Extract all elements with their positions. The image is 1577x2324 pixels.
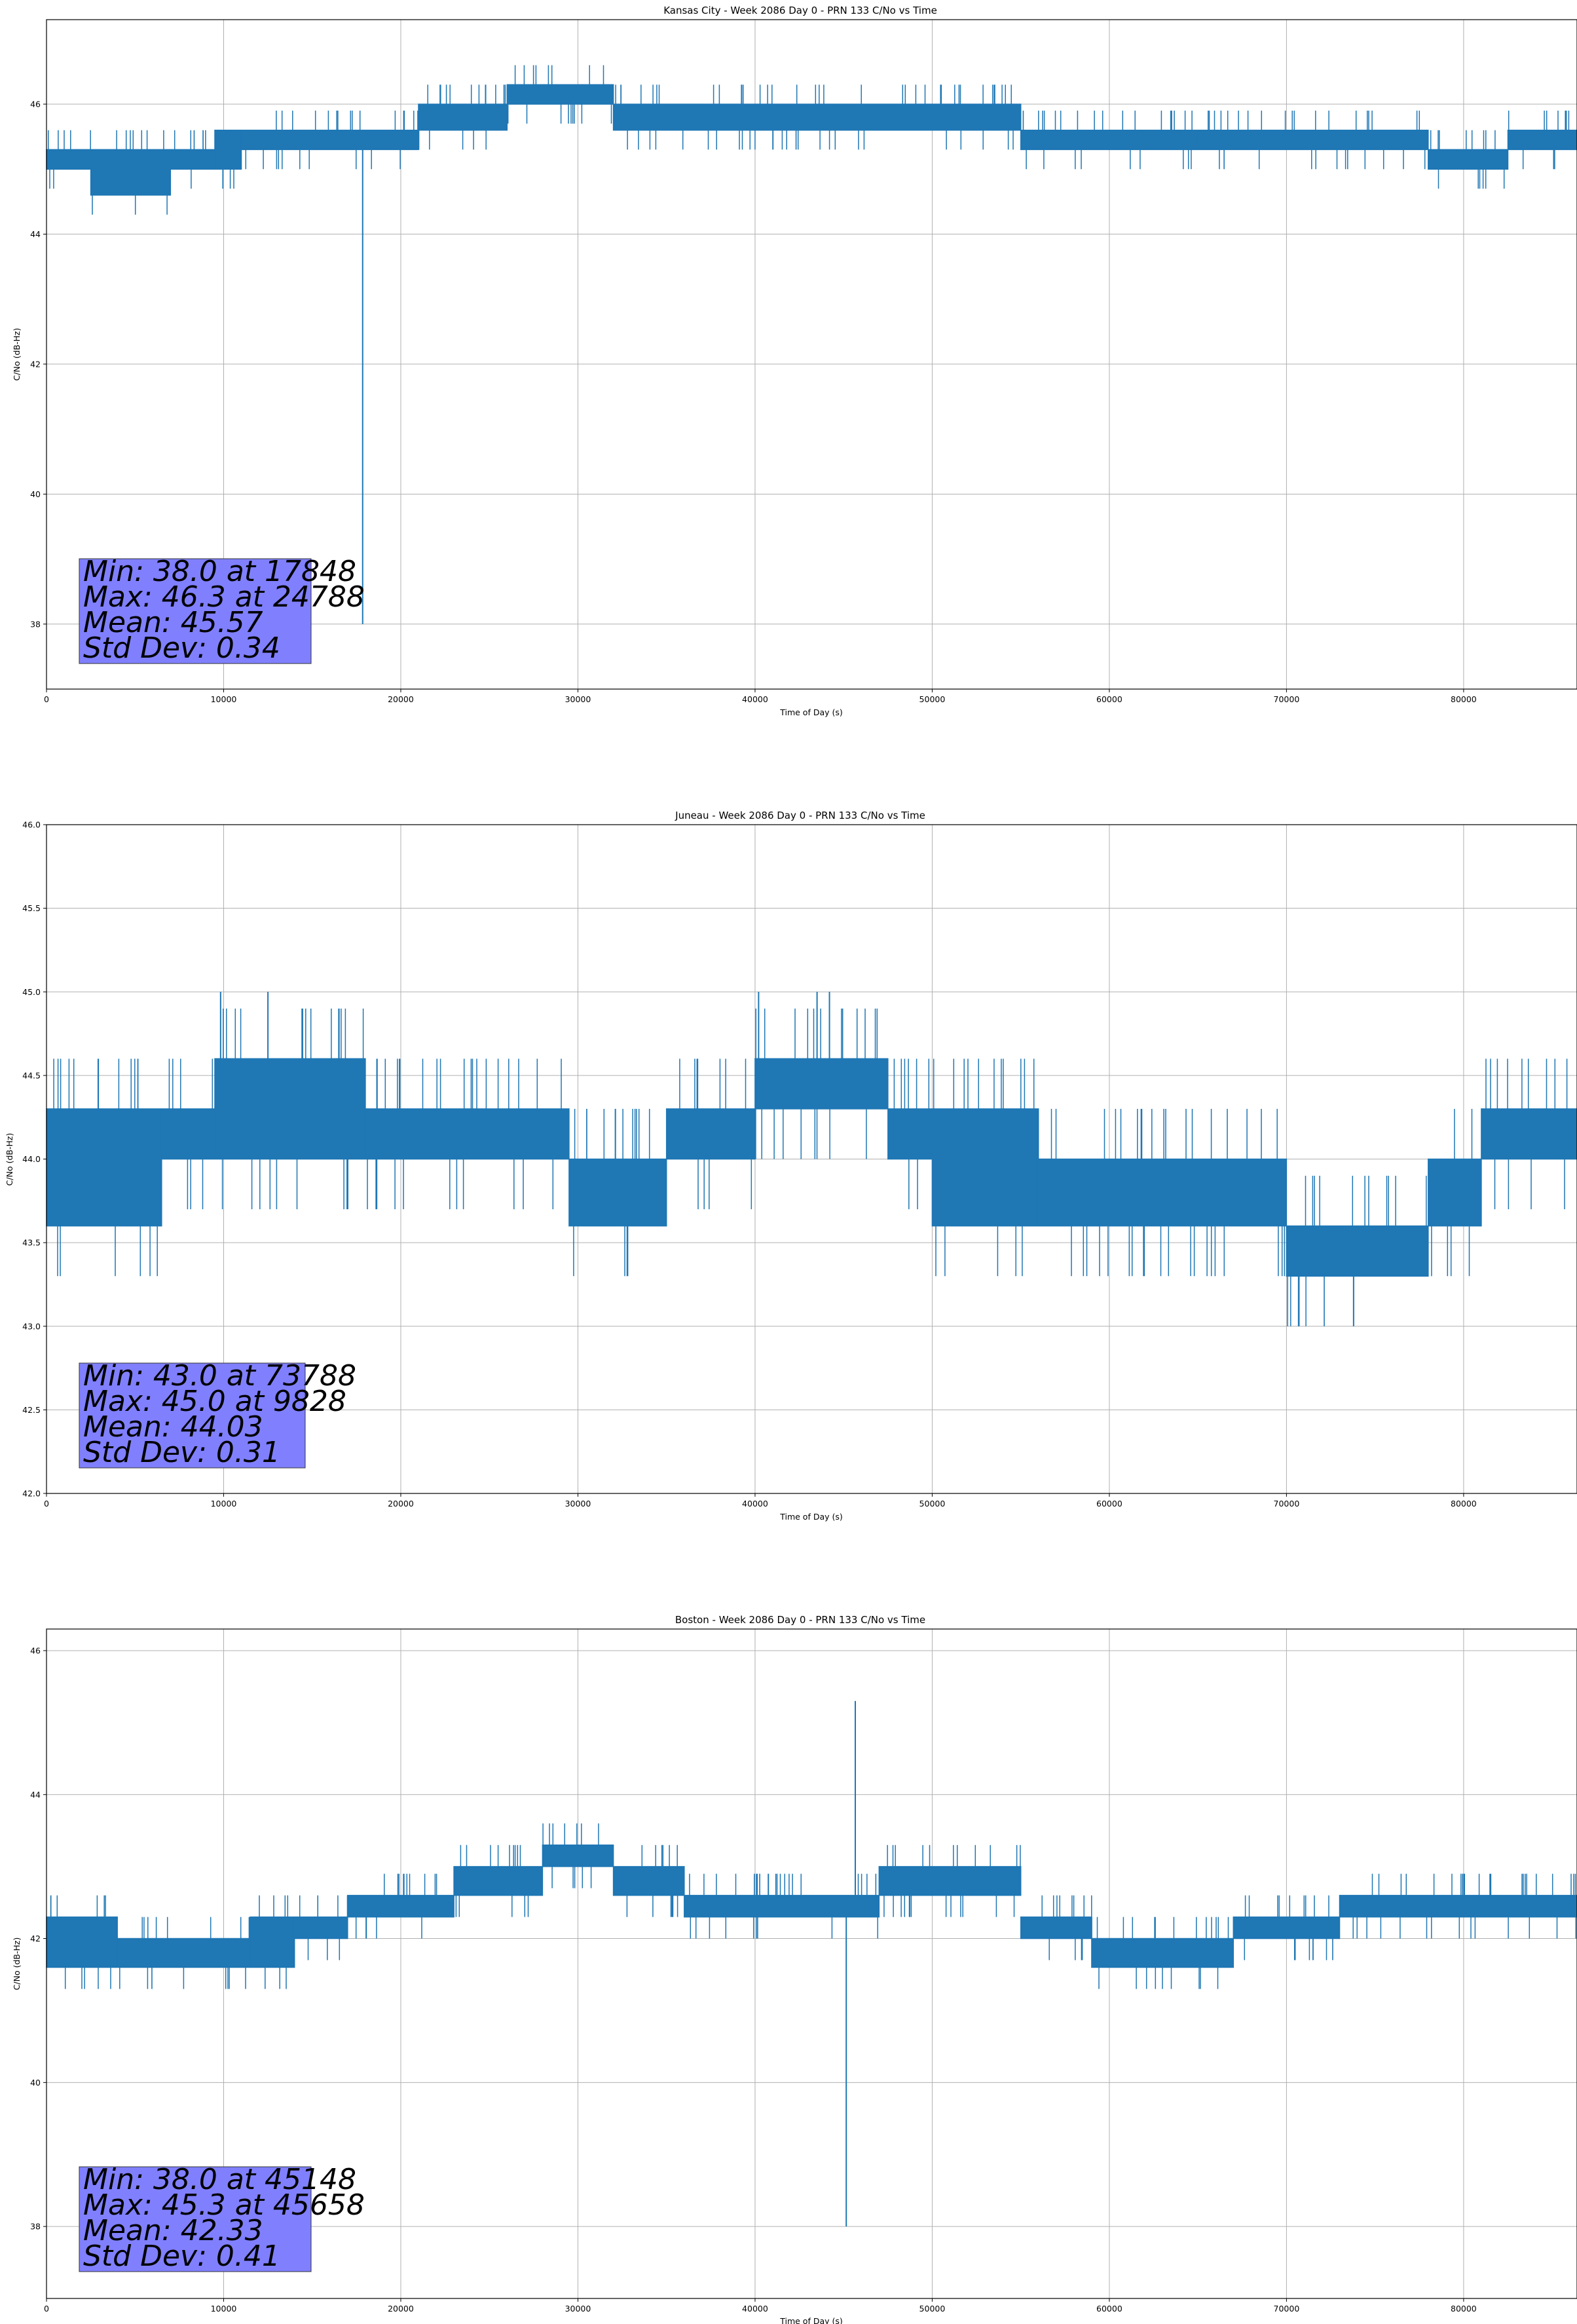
x-tick-label: 60000 [1096, 2304, 1122, 2314]
x-tick-label: 80000 [1451, 694, 1477, 704]
stat-max: Max: 46.3 at 24788 [83, 580, 365, 614]
cno-band [46, 65, 1577, 215]
chart-kansas-city: 0 10000 20000 30000 40000 50000 60000 70000 8000… [12, 5, 1577, 717]
stats-box [79, 1362, 306, 1469]
x-axis-label: Time of Day (s) [779, 1512, 843, 1522]
y-tick-label: 45.0 [22, 987, 41, 997]
y-tick-label: 40 [30, 2078, 41, 2088]
x-tick-label: 60000 [1096, 694, 1122, 704]
x-axis-ticks: 0 10000 20000 30000 40000 50000 60000 70000 8000… [44, 1493, 1477, 1509]
x-tick-label: 70000 [1274, 694, 1300, 704]
x-axis-label: Time of Day (s) [779, 2316, 843, 2324]
plot-frame [46, 19, 1577, 690]
cno-series-juneau [46, 992, 1577, 1326]
y-tick-label: 46 [30, 99, 41, 109]
stats-annotation: Min: 43.0 at 73788 Max: 45.0 at 9828 Mea… [79, 1359, 356, 1469]
y-tick-label: 44.0 [22, 1154, 41, 1164]
x-tick-label: 10000 [211, 1499, 237, 1509]
x-tick-label: 0 [44, 694, 49, 704]
cno-band [46, 1823, 1577, 1989]
y-tick-label: 45.5 [22, 903, 41, 913]
stat-min: Min: 43.0 at 73788 [83, 1359, 356, 1393]
x-tick-label: 70000 [1274, 1499, 1300, 1509]
x-tick-label: 40000 [742, 2304, 768, 2314]
x-tick-label: 30000 [565, 694, 591, 704]
y-tick-label: 42.0 [22, 1489, 41, 1499]
y-tick-label: 38 [30, 2222, 41, 2232]
y-tick-label: 38 [30, 619, 41, 629]
cno-series-kansas-city [46, 65, 1577, 624]
chart-title: Juneau - Week 2086 Day 0 - PRN 133 C/No … [675, 810, 925, 821]
x-tick-label: 10000 [211, 694, 237, 704]
stat-min: Min: 38.0 at 45148 [83, 2163, 356, 2196]
stat-std-dev: Std Dev: 0.31 [83, 1436, 280, 1469]
x-tick-label: 80000 [1451, 1499, 1477, 1509]
chart-title: Kansas City - Week 2086 Day 0 - PRN 133 … [663, 5, 937, 16]
y-axis-label: C/No (dB-Hz) [5, 1133, 14, 1186]
x-tick-label: 50000 [919, 1499, 946, 1509]
x-tick-label: 30000 [565, 2304, 591, 2314]
stat-min: Min: 38.0 at 17848 [83, 555, 356, 588]
y-tick-label: 43.0 [22, 1321, 41, 1331]
chart-title: Boston - Week 2086 Day 0 - PRN 133 C/No … [675, 1614, 925, 1626]
y-tick-label: 40 [30, 489, 41, 499]
plot-frame [46, 1628, 1577, 2299]
y-axis-label: C/No (dB-Hz) [12, 328, 22, 381]
y-axis-ticks: 38 40 42 44 46 [30, 1645, 46, 2232]
x-axis-label: Time of Day (s) [779, 707, 843, 717]
x-tick-label: 80000 [1451, 2304, 1477, 2314]
x-tick-label: 70000 [1274, 2304, 1300, 2314]
stat-mean: Mean: 42.33 [83, 2214, 263, 2247]
x-tick-label: 40000 [742, 1499, 768, 1509]
x-tick-label: 10000 [211, 2304, 237, 2314]
x-tick-label: 40000 [742, 694, 768, 704]
y-tick-label: 46.0 [22, 820, 41, 830]
y-tick-label: 42.5 [22, 1405, 41, 1415]
cno-band [46, 1008, 1577, 1326]
x-tick-label: 60000 [1096, 1499, 1122, 1509]
stats-box [79, 558, 312, 664]
stat-mean: Mean: 45.57 [83, 606, 263, 639]
x-tick-label: 20000 [388, 2304, 414, 2314]
x-axis-ticks: 0 10000 20000 30000 40000 50000 60000 70000 8000… [44, 2298, 1477, 2314]
x-tick-label: 30000 [565, 1499, 591, 1509]
stats-annotation: Min: 38.0 at 45148 Max: 45.3 at 45658 Me… [79, 2163, 365, 2273]
y-tick-label: 44 [30, 1790, 41, 1799]
y-tick-label: 44.5 [22, 1070, 41, 1080]
y-axis-label: C/No (dB-Hz) [12, 1938, 22, 1991]
stat-max: Max: 45.0 at 9828 [83, 1385, 346, 1418]
x-tick-label: 0 [44, 2304, 49, 2314]
y-axis-ticks: 42.0 42.5 43.0 43.5 44.0 44.5 45.0 45.5 46.0 [22, 820, 46, 1499]
y-tick-label: 42 [30, 1934, 41, 1943]
x-axis-ticks: 0 10000 20000 30000 40000 50000 60000 70000 8000… [44, 689, 1477, 704]
stat-std-dev: Std Dev: 0.41 [83, 2240, 280, 2273]
x-tick-label: 50000 [919, 694, 946, 704]
chart-boston: 0 10000 20000 30000 40000 50000 60000 70000 8000… [12, 1614, 1577, 2324]
stats-annotation: Min: 38.0 at 17848 Max: 46.3 at 24788 Me… [79, 555, 365, 665]
y-axis-ticks: 38 40 42 44 46 [30, 99, 46, 629]
y-tick-label: 44 [30, 229, 41, 239]
stats-box [79, 2166, 312, 2272]
y-tick-label: 42 [30, 359, 41, 369]
x-tick-label: 20000 [388, 694, 414, 704]
x-tick-label: 0 [44, 1499, 49, 1509]
x-tick-label: 50000 [919, 2304, 946, 2314]
y-tick-label: 46 [30, 1645, 41, 1655]
stat-mean: Mean: 44.03 [83, 1410, 263, 1444]
cno-series-boston [46, 1700, 1577, 2227]
stat-max: Max: 45.3 at 45658 [83, 2188, 365, 2222]
stat-std-dev: Std Dev: 0.34 [83, 631, 280, 665]
chart-juneau: 0 10000 20000 30000 40000 50000 60000 70000 8000… [5, 810, 1577, 1522]
y-tick-label: 43.5 [22, 1238, 41, 1248]
x-tick-label: 20000 [388, 1499, 414, 1509]
